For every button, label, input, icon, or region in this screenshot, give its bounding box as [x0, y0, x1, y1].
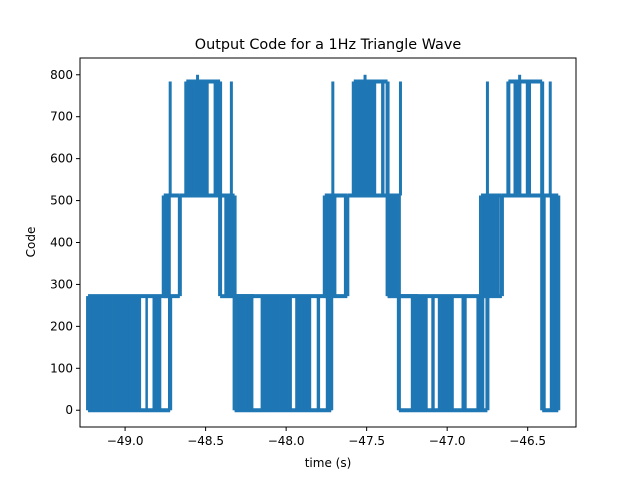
data-region-3 [218, 193, 237, 299]
data-region-6 [351, 79, 390, 198]
y-tick-label: 600 [50, 152, 73, 166]
data-region-5 [322, 193, 350, 299]
x-axis: −49.0 −48.5 −48.0 −47.5 −47.0 −46.5 [107, 427, 546, 448]
y-tick-label: 100 [50, 361, 73, 375]
y-tick-label: 200 [50, 319, 73, 333]
x-axis-label: time (s) [305, 456, 352, 470]
y-tick-label: 700 [50, 110, 73, 124]
x-tick-label: −47.0 [429, 434, 466, 448]
data-region-10 [506, 79, 545, 198]
data-region-4 [232, 294, 334, 413]
data-region-11 [540, 193, 561, 413]
plot-marks [86, 74, 561, 413]
y-axis: 0 100 200 300 400 500 600 700 800 [50, 68, 80, 417]
data-region-0 [86, 294, 173, 413]
y-tick-label: 300 [50, 277, 73, 291]
x-tick-label: −48.0 [268, 434, 305, 448]
data-region-8 [396, 294, 490, 413]
x-tick-label: −47.5 [348, 434, 385, 448]
x-tick-label: −49.0 [107, 434, 144, 448]
x-tick-label: −48.5 [187, 434, 224, 448]
data-region-1 [161, 193, 182, 299]
data-region-2 [184, 79, 223, 198]
y-tick-label: 500 [50, 194, 73, 208]
data-region-9 [478, 193, 504, 299]
y-tick-label: 800 [50, 68, 73, 82]
data-region-7 [385, 193, 401, 299]
y-tick-label: 400 [50, 236, 73, 250]
x-tick-label: −46.5 [509, 434, 546, 448]
y-tick-label: 0 [65, 403, 73, 417]
y-axis-label: Code [24, 227, 38, 258]
chart-title: Output Code for a 1Hz Triangle Wave [195, 37, 462, 53]
